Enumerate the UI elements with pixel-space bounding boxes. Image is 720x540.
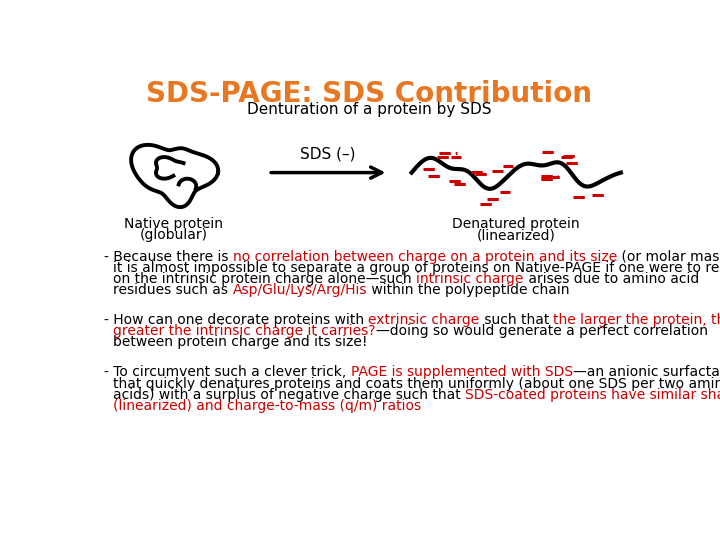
Text: acids) with a surplus of negative charge such that: acids) with a surplus of negative charge… [113, 388, 465, 402]
Text: within the polypeptide chain: within the polypeptide chain [367, 283, 570, 297]
Text: —an anionic surfactant: —an anionic surfactant [572, 366, 720, 380]
Text: Native protein: Native protein [124, 217, 223, 231]
Text: no correlation between charge on a protein and its size: no correlation between charge on a prote… [233, 249, 617, 264]
Text: Denturation of a protein by SDS: Denturation of a protein by SDS [247, 102, 491, 117]
Text: - Because there is: - Because there is [104, 249, 233, 264]
Text: SDS-PAGE: SDS Contribution: SDS-PAGE: SDS Contribution [146, 80, 592, 108]
Text: (globular): (globular) [140, 228, 207, 242]
Text: greater the intrinsic charge it carries?: greater the intrinsic charge it carries? [113, 325, 376, 338]
Text: between protein charge and its size!: between protein charge and its size! [113, 335, 368, 349]
Text: it is almost impossible to separate a group of proteins on Native-PAGE if one we: it is almost impossible to separate a gr… [113, 261, 720, 275]
Text: such that: such that [480, 313, 554, 327]
Text: SDS-coated proteins have similar shapes: SDS-coated proteins have similar shapes [465, 388, 720, 402]
Text: Asp/Glu/Lys/Arg/His: Asp/Glu/Lys/Arg/His [233, 283, 367, 297]
Text: on the intrinsic protein charge alone—such: on the intrinsic protein charge alone—su… [113, 272, 416, 286]
Text: the larger the protein, the: the larger the protein, the [554, 313, 720, 327]
FancyArrowPatch shape [271, 167, 382, 178]
Text: (linearized): (linearized) [477, 228, 556, 242]
Text: (or molar mass),: (or molar mass), [617, 249, 720, 264]
Text: —doing so would generate a perfect correlation: —doing so would generate a perfect corre… [376, 325, 708, 338]
Text: PAGE is supplemented with SDS: PAGE is supplemented with SDS [351, 366, 572, 380]
Text: residues such as: residues such as [113, 283, 233, 297]
Text: extrinsic charge: extrinsic charge [369, 313, 480, 327]
Text: arises due to amino acid: arises due to amino acid [523, 272, 699, 286]
Text: (linearized) and charge-to-mass (q/m) ratios: (linearized) and charge-to-mass (q/m) ra… [113, 399, 421, 413]
Text: SDS (–): SDS (–) [300, 147, 356, 162]
Text: - How can one decorate proteins with: - How can one decorate proteins with [104, 313, 369, 327]
Text: intrinsic charge: intrinsic charge [416, 272, 523, 286]
Text: Denatured protein: Denatured protein [452, 217, 580, 231]
Text: - To circumvent such a clever trick,: - To circumvent such a clever trick, [104, 366, 351, 380]
Text: that quickly denatures proteins and coats them uniformly (about one SDS per two : that quickly denatures proteins and coat… [113, 377, 720, 390]
